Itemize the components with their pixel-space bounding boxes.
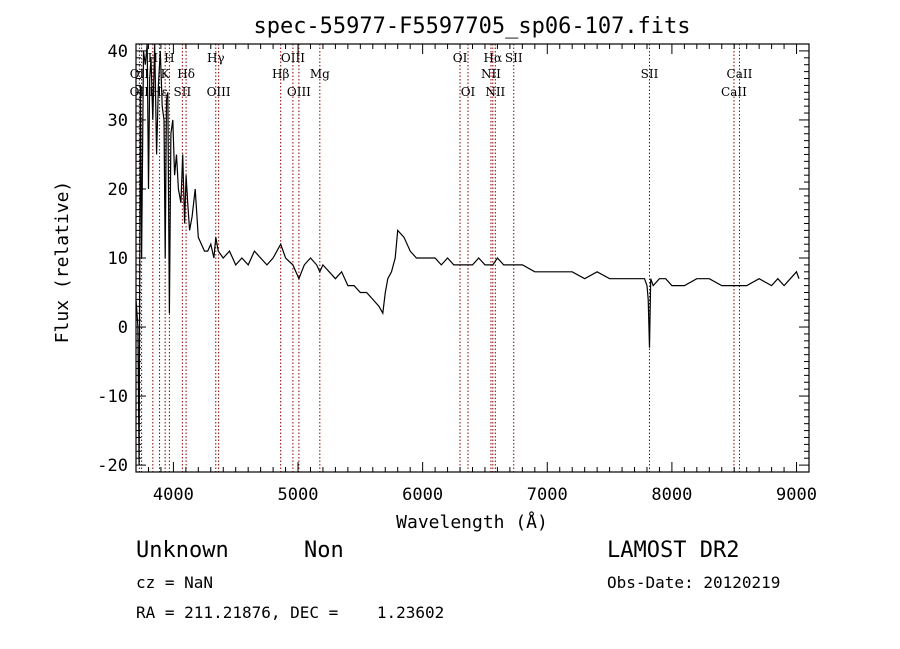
x-axis: 4000 5000 6000 7000 8000 9000 (135, 44, 817, 505)
spectrum-line (135, 43, 800, 466)
plot-frame (135, 43, 810, 473)
object-subclass: Non (304, 538, 344, 563)
line-labels: OIIOIIIHHεKHHδSIIHγOIIIHβOIIIOIIIMgOIOIH… (130, 51, 753, 99)
obs-date-label: Obs-Date: 20120219 (607, 573, 781, 592)
line-label: Hα (484, 51, 503, 65)
redshift-label: cz = NaN (136, 573, 214, 592)
line-label: H (164, 51, 174, 65)
y-tick-label: 20 (108, 180, 128, 200)
chart-title: spec-55977-F5597705_sp06-107.fits (253, 14, 690, 39)
y-tick-label: -10 (97, 387, 128, 407)
line-label: H (148, 51, 158, 65)
x-axis-label: Wavelength (Å) (396, 511, 548, 533)
line-label: CaII (721, 85, 747, 99)
line-label: Hγ (207, 51, 225, 65)
line-markers (138, 44, 740, 472)
y-tick-label: -20 (97, 456, 128, 476)
object-class: Unknown (136, 538, 229, 563)
survey-label: LAMOST DR2 (607, 538, 740, 563)
x-tick-label: 9000 (776, 485, 817, 505)
x-tick-label: 4000 (153, 485, 194, 505)
line-label: OI (453, 51, 468, 65)
y-tick-label: 10 (108, 249, 128, 269)
y-tick-label: 0 (118, 318, 128, 338)
y-axis-label: Flux (relative) (52, 181, 73, 344)
x-tick-label: 6000 (402, 485, 443, 505)
line-label: OI (461, 85, 476, 99)
line-label: Hβ (272, 67, 289, 81)
x-tick-label: 7000 (527, 485, 568, 505)
line-label: NII (485, 85, 505, 99)
y-tick-label: 40 (108, 42, 128, 62)
line-label: OIII (207, 85, 231, 99)
line-label: Hδ (177, 67, 195, 81)
line-label: K (161, 67, 171, 81)
y-tick-label: 30 (108, 111, 128, 131)
line-label: OIII (287, 85, 311, 99)
line-label: SII (505, 51, 523, 65)
coordinates-label: RA = 211.21876, DEC = 1.23602 (136, 603, 445, 622)
line-label: OII (130, 67, 150, 81)
line-label: SII (174, 85, 192, 99)
line-label: Mg (310, 67, 330, 81)
line-label: OIII (281, 51, 305, 65)
x-tick-label: 8000 (651, 485, 692, 505)
line-label: CaII (727, 67, 753, 81)
line-label: SII (641, 67, 659, 81)
x-tick-label: 5000 (278, 485, 319, 505)
y-axis: -20 -10 0 10 20 30 40 (97, 42, 809, 476)
line-label: NII (481, 67, 501, 81)
